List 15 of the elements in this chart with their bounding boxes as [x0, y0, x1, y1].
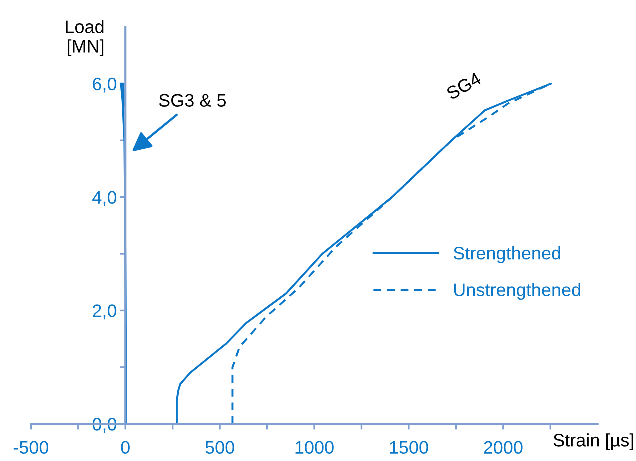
- annotation: SG4: [446, 72, 482, 100]
- y-tick-label: 2,0: [93, 304, 117, 320]
- x-tick-label: 0: [121, 441, 130, 454]
- x-tick-label: 1500: [390, 441, 428, 454]
- x-tick-label: -500: [14, 441, 49, 454]
- y-axis-title: Load [MN]: [66, 20, 104, 56]
- y-tick-label: 6,0: [93, 78, 117, 93]
- x-tick-label: 500: [206, 441, 234, 454]
- annotation: SG3 & 5: [159, 94, 226, 107]
- x-tick-label: 2000: [484, 441, 523, 454]
- legend-label: Strengthened: [454, 246, 560, 264]
- y-tick-label: 4,0: [92, 191, 117, 206]
- x-axis-title: Strain [µs]: [554, 434, 634, 450]
- x-tick-label: 1000: [296, 441, 334, 454]
- legend-label: Unstrengthened: [454, 283, 580, 300]
